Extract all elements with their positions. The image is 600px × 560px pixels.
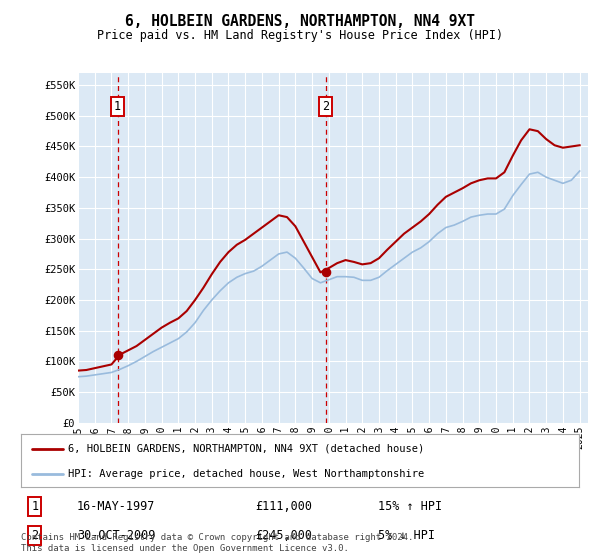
- Text: £111,000: £111,000: [256, 500, 313, 513]
- Text: 30-OCT-2009: 30-OCT-2009: [77, 529, 155, 543]
- Text: 15% ↑ HPI: 15% ↑ HPI: [378, 500, 442, 513]
- Point: [113, 350, 122, 359]
- Text: 2: 2: [322, 100, 329, 113]
- Text: HPI: Average price, detached house, West Northamptonshire: HPI: Average price, detached house, West…: [68, 469, 425, 479]
- Text: 1: 1: [114, 100, 121, 113]
- Text: £245,000: £245,000: [256, 529, 313, 543]
- Text: 16-MAY-1997: 16-MAY-1997: [77, 500, 155, 513]
- Text: 5% ↓ HPI: 5% ↓ HPI: [378, 529, 435, 543]
- Text: 6, HOLBEIN GARDENS, NORTHAMPTON, NN4 9XT: 6, HOLBEIN GARDENS, NORTHAMPTON, NN4 9XT: [125, 14, 475, 29]
- Text: 1: 1: [31, 500, 38, 513]
- Text: Price paid vs. HM Land Registry's House Price Index (HPI): Price paid vs. HM Land Registry's House …: [97, 29, 503, 42]
- Point: [321, 268, 331, 277]
- Text: 6, HOLBEIN GARDENS, NORTHAMPTON, NN4 9XT (detached house): 6, HOLBEIN GARDENS, NORTHAMPTON, NN4 9XT…: [68, 444, 425, 454]
- Text: 2: 2: [31, 529, 38, 543]
- Text: Contains HM Land Registry data © Crown copyright and database right 2024.
This d: Contains HM Land Registry data © Crown c…: [21, 533, 413, 553]
